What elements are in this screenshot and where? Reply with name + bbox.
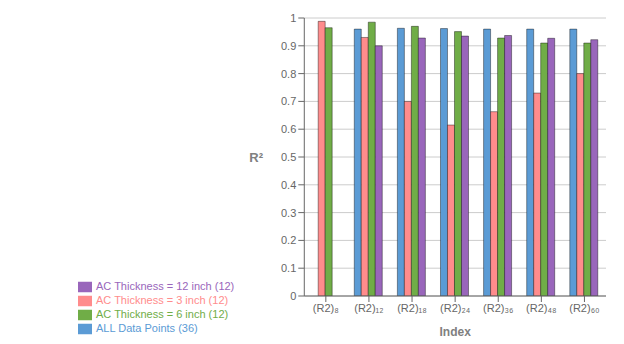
html-text:AC Thickness = 12 inch (12): AC Thickness = 12 inch (12)	[96, 279, 235, 292]
svg-text:(R2)₄₈: (R2)₄₈	[526, 302, 556, 314]
svg-text:0.9: 0.9	[281, 40, 296, 52]
svg-text:(R2)₆₀: (R2)₆₀	[569, 302, 599, 314]
svg-text:0.6: 0.6	[281, 123, 296, 135]
svg-text:(R2)₂₄: (R2)₂₄	[440, 302, 471, 314]
svg-text:0.5: 0.5	[281, 151, 296, 163]
svg-text:(R2)₁₈: (R2)₁₈	[397, 302, 427, 314]
svg-text:0.7: 0.7	[281, 95, 296, 107]
html-text:ALL Data Points (36): ALL Data Points (36)	[96, 321, 198, 334]
svg-text:0: 0	[290, 290, 296, 302]
svg-text:R²: R²	[249, 150, 263, 165]
svg-text:(R2)₁₂: (R2)₁₂	[354, 302, 383, 314]
svg-text:(R2)₈: (R2)₈	[313, 302, 339, 314]
html-text:AC Thickness = 3 inch (12): AC Thickness = 3 inch (12)	[96, 293, 229, 306]
svg-text:0.1: 0.1	[281, 262, 296, 274]
svg-text:0.3: 0.3	[281, 207, 296, 219]
svg-text:1: 1	[290, 12, 296, 24]
html-text:AC Thickness = 6 inch (12): AC Thickness = 6 inch (12)	[96, 307, 229, 320]
svg-text:0.2: 0.2	[281, 234, 296, 246]
svg-text:(R2)₃₆: (R2)₃₆	[483, 302, 513, 314]
svg-text:0.4: 0.4	[281, 179, 296, 191]
svg-text:Index: Index	[439, 325, 471, 336]
svg-text:0.8: 0.8	[281, 68, 296, 80]
